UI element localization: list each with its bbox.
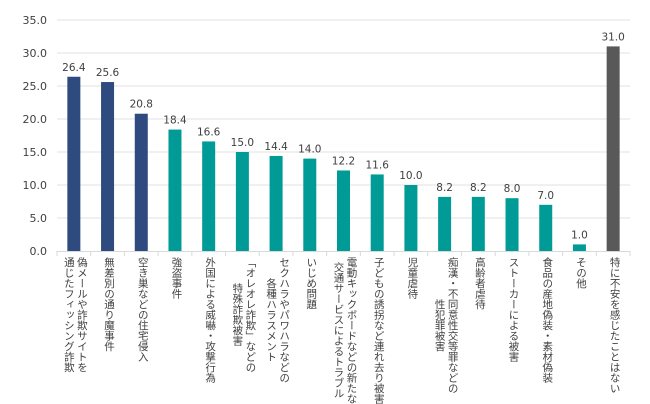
x-axis-label: セクハラやパワハラなどの 各種ハラスメント bbox=[264, 257, 290, 397]
x-axis-label-line: 交通サービスによるトラブル bbox=[332, 262, 345, 399]
data-label: 16.6 bbox=[197, 126, 221, 138]
data-label: 12.2 bbox=[332, 155, 355, 167]
x-axis-label-line: 特殊詐欺被害 bbox=[231, 283, 244, 347]
y-tick-label: 10.0 bbox=[23, 179, 48, 192]
x-axis-label-line: 子どもの誘拐など連れ去り被害 bbox=[372, 257, 385, 404]
x-axis-label-line: 食品の産地偽装・素材偽装 bbox=[541, 257, 554, 383]
x-axis-label: 食品の産地偽装・素材偽装 bbox=[540, 257, 553, 397]
bar bbox=[370, 174, 384, 251]
bar bbox=[505, 198, 519, 251]
x-axis-label: 子どもの誘拐など連れ去り被害 bbox=[372, 257, 385, 404]
y-tick-label: 0.0 bbox=[30, 245, 48, 258]
x-axis-label: ストーカーによる被害 bbox=[507, 257, 520, 397]
y-tick-label: 20.0 bbox=[23, 113, 48, 126]
x-axis bbox=[56, 251, 631, 256]
x-axis-label-line: 空き巣などの住宅侵入 bbox=[136, 257, 149, 362]
x-axis-label: その他 bbox=[574, 257, 587, 397]
data-label: 10.0 bbox=[399, 170, 422, 182]
gridlines bbox=[57, 19, 630, 219]
bar bbox=[606, 46, 620, 252]
bar bbox=[134, 113, 148, 251]
bar bbox=[539, 204, 553, 251]
x-axis-label-line: 各種ハラスメント bbox=[265, 278, 278, 362]
data-label: 20.8 bbox=[130, 99, 153, 111]
x-axis-label: 痴漢・不同意性交等罪などの 性犯罪被害 bbox=[433, 257, 459, 397]
x-axis-label: 特に不安を感じたことはない bbox=[608, 257, 621, 397]
x-axis-label: 児童虐待 bbox=[405, 257, 418, 397]
bar bbox=[269, 155, 283, 251]
x-axis-label-line: 児童虐待 bbox=[406, 257, 419, 299]
x-axis-label-line: その他 bbox=[574, 257, 587, 289]
x-axis-label-line: 外国による威嚇・攻撃行為 bbox=[204, 257, 217, 383]
data-label: 15.0 bbox=[231, 137, 254, 149]
bar bbox=[67, 76, 81, 251]
x-axis-label-line: 強盗事件 bbox=[170, 257, 183, 299]
x-axis-label: 偽メールや詐欺サイトを 通じたフィッシング詐欺 bbox=[62, 257, 88, 397]
x-axis-label-line: セクハラやパワハラなどの bbox=[278, 257, 291, 383]
x-axis-label-line: ストーカーによる被害 bbox=[507, 257, 520, 362]
x-axis-label-line: 特に不安を感じたことはない bbox=[608, 257, 621, 394]
y-tick-label: 35.0 bbox=[23, 14, 48, 27]
bar bbox=[168, 129, 182, 251]
y-tick-label: 30.0 bbox=[23, 47, 48, 60]
bars bbox=[67, 46, 620, 252]
data-label: 18.4 bbox=[163, 115, 187, 127]
data-label: 8.2 bbox=[436, 182, 453, 194]
bar bbox=[438, 196, 452, 251]
data-label: 31.0 bbox=[601, 31, 624, 43]
y-axis-ticks: 0.0 5.0 10.0 15.0 20.0 25.0 30.0 35.0 bbox=[23, 14, 48, 258]
x-axis-label: 高齢者虐待 bbox=[473, 257, 486, 397]
x-axis-label-line: 性犯罪被害 bbox=[433, 299, 446, 352]
x-axis-label-line: 高齢者虐待 bbox=[473, 257, 486, 310]
y-tick-label: 5.0 bbox=[30, 212, 48, 225]
x-axis-label: 外国による威嚇・攻撃行為 bbox=[203, 257, 216, 397]
bar bbox=[471, 196, 485, 251]
bar bbox=[404, 185, 418, 251]
y-tick-label: 25.0 bbox=[23, 80, 48, 93]
bar bbox=[303, 158, 317, 251]
data-label: 8.2 bbox=[470, 182, 487, 194]
data-label: 14.0 bbox=[298, 144, 321, 156]
x-axis-label-line: いじめ問題 bbox=[305, 257, 318, 310]
x-axis-label-line: 通じたフィッシング詐欺 bbox=[62, 257, 75, 373]
x-axis-label-line: 「オレオレ詐欺」などの bbox=[244, 257, 257, 373]
y-tick-label: 15.0 bbox=[23, 146, 48, 159]
bar bbox=[235, 152, 249, 251]
data-labels: 26.4 25.6 20.8 18.4 16.6 15.0 14.4 14.0 12.2 11.6… bbox=[62, 31, 625, 241]
x-axis-label-line: 痴漢・不同意性交等罪などの bbox=[446, 257, 459, 394]
x-axis-label: 電動キックボードなどの新たな 交通サービスによるトラブル bbox=[332, 257, 358, 404]
data-label: 25.6 bbox=[96, 67, 120, 79]
x-axis-label: 無差別の通り魔事件 bbox=[102, 257, 115, 397]
data-label: 1.0 bbox=[571, 229, 588, 241]
data-label: 26.4 bbox=[62, 62, 86, 74]
data-label: 7.0 bbox=[537, 190, 554, 202]
x-axis-label: いじめ問題 bbox=[304, 257, 317, 397]
data-label: 14.4 bbox=[264, 141, 288, 153]
data-label: 8.0 bbox=[504, 183, 521, 195]
x-axis-label-line: 偽メールや詐欺サイトを bbox=[75, 257, 88, 373]
bar bbox=[202, 141, 216, 251]
bar bbox=[101, 82, 115, 251]
x-axis-label: 強盗事件 bbox=[169, 257, 182, 397]
x-axis-label-line: 電動キックボードなどの新たな bbox=[345, 257, 358, 404]
bar bbox=[337, 170, 350, 251]
x-axis-label: 空き巣などの住宅侵入 bbox=[136, 257, 149, 397]
bar bbox=[572, 244, 586, 251]
x-axis-label-line: 無差別の通り魔事件 bbox=[103, 257, 116, 352]
data-label: 11.6 bbox=[366, 159, 390, 171]
x-axis-label: 「オレオレ詐欺」などの 特殊詐欺被害 bbox=[230, 257, 256, 397]
